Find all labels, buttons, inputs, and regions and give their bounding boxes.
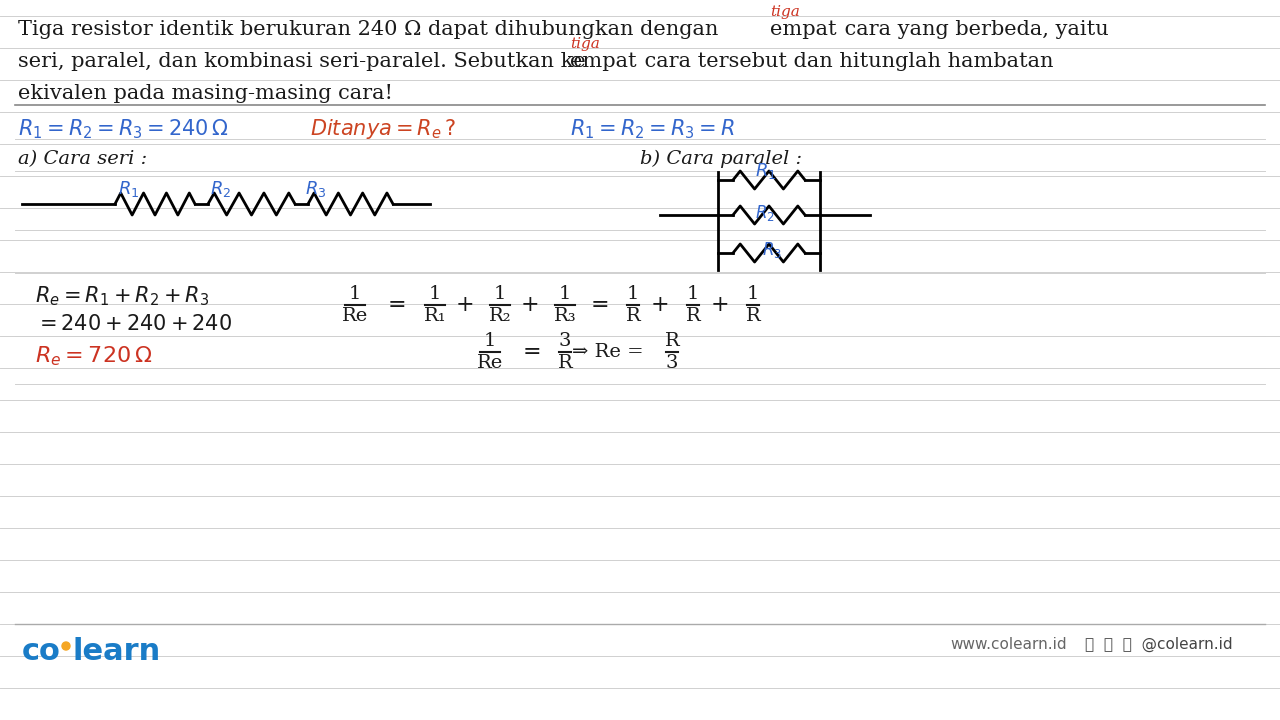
Text: cara yang berbeda, yaitu: cara yang berbeda, yaitu [838, 20, 1108, 39]
Text: empat: empat [570, 52, 636, 71]
Text: $R_1$: $R_1$ [118, 179, 140, 199]
Text: tiga: tiga [570, 37, 600, 51]
Text: 3: 3 [559, 332, 571, 350]
Text: tiga: tiga [771, 5, 800, 19]
Text: $R_1$: $R_1$ [755, 161, 777, 181]
Text: seri, paralel, dan kombinasi seri-paralel. Sebutkan ke: seri, paralel, dan kombinasi seri-parale… [18, 52, 586, 71]
Text: www.colearn.id: www.colearn.id [950, 637, 1066, 652]
Text: R: R [558, 354, 572, 372]
Text: ekivalen pada masing-masing cara!: ekivalen pada masing-masing cara! [18, 84, 393, 103]
Text: +: + [456, 294, 475, 316]
Text: R: R [626, 307, 640, 325]
Text: +: + [710, 294, 730, 316]
Text: $= 240 + 240 + 240$: $= 240 + 240 + 240$ [35, 314, 232, 334]
Text: R₃: R₃ [554, 307, 576, 325]
Text: cara tersebut dan hitunglah hambatan: cara tersebut dan hitunglah hambatan [637, 52, 1053, 71]
Text: Re: Re [477, 354, 503, 372]
Text: +: + [650, 294, 669, 316]
Text: $R_3$: $R_3$ [762, 240, 782, 260]
Circle shape [61, 642, 70, 650]
Text: learn: learn [72, 637, 160, 666]
Text: Tiga resistor identik berukuran 240 Ω dapat dihubungkan dengan: Tiga resistor identik berukuran 240 Ω da… [18, 20, 724, 39]
Text: R: R [746, 307, 760, 325]
Text: R: R [686, 307, 700, 325]
Text: 1: 1 [494, 285, 506, 303]
Text: 1: 1 [687, 285, 699, 303]
Text: $R_2$: $R_2$ [755, 203, 774, 223]
Text: =: = [388, 294, 406, 316]
Text: $R_1 = R_2 = R_3 = R$: $R_1 = R_2 = R_3 = R$ [570, 117, 735, 140]
Text: R: R [664, 332, 680, 350]
Text: +: + [521, 294, 539, 316]
Text: 1: 1 [484, 332, 497, 350]
Text: empat: empat [771, 20, 837, 39]
Text: 1: 1 [627, 285, 639, 303]
Text: $R_1 = R_2 = R_3 = 240\,\Omega$: $R_1 = R_2 = R_3 = 240\,\Omega$ [18, 117, 228, 140]
Text: R₁: R₁ [424, 307, 447, 325]
Text: $R_2$: $R_2$ [210, 179, 232, 199]
Text: =: = [590, 294, 609, 316]
Text: 1: 1 [559, 285, 571, 303]
Text: $R_3$: $R_3$ [305, 179, 326, 199]
Text: 1: 1 [746, 285, 759, 303]
Text: $R_e = 720\,\Omega$: $R_e = 720\,\Omega$ [35, 344, 152, 368]
Text: 1: 1 [429, 285, 442, 303]
Text: =: = [522, 341, 541, 363]
Text: co: co [22, 637, 61, 666]
Text: 3: 3 [666, 354, 678, 372]
Text: $Ditanya = R_e\,?$: $Ditanya = R_e\,?$ [310, 117, 456, 141]
Text: R₂: R₂ [489, 307, 511, 325]
Text: $R_e = R_1 + R_2 + R_3$: $R_e = R_1 + R_2 + R_3$ [35, 284, 210, 307]
Text: a) Cara seri :: a) Cara seri : [18, 150, 147, 168]
Text: Re: Re [342, 307, 369, 325]
Text: 1: 1 [349, 285, 361, 303]
Text:       @colearn.id:    @colearn.id [1085, 637, 1233, 652]
Text: ⇒ Re =: ⇒ Re = [572, 343, 644, 361]
Text: b) Cara paralel :: b) Cara paralel : [640, 150, 803, 168]
